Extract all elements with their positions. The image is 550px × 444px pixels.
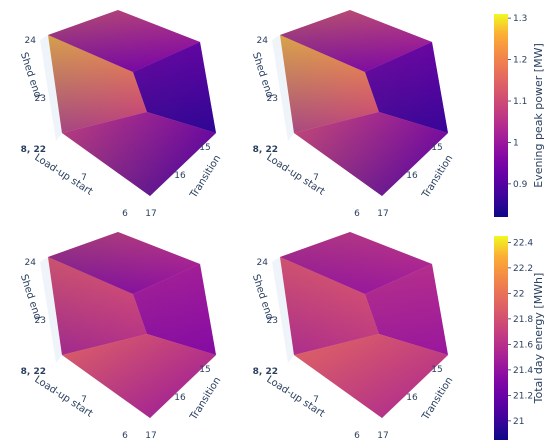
bottom-face <box>294 334 448 418</box>
colorbar-tick-label: 21.4 <box>513 366 533 376</box>
y-tick: 16 <box>174 171 186 181</box>
colorbar-tick-label: 21.8 <box>513 315 533 325</box>
z-tick: 24 <box>25 36 37 46</box>
colorbar-title: Total day energy [MWh] <box>532 273 545 405</box>
axis-label-transition: Transition <box>420 153 455 201</box>
corner-tick: 8, 22 <box>253 367 278 377</box>
colorbar-1: 0.9 1 1.1 1.2 1.3 Evening peak power [MW] <box>494 14 545 217</box>
top-face <box>280 232 432 294</box>
x-tick: 7 <box>81 395 87 405</box>
axis-label-transition: Transition <box>188 375 223 423</box>
y-tick: 17 <box>145 431 156 441</box>
right-face <box>133 42 216 133</box>
colorbar-tick-label: 0.9 <box>513 180 528 190</box>
axis-label-shed-end: Shed end <box>18 51 43 99</box>
colorbar-tick-label: 21.2 <box>513 391 533 401</box>
y-tick: 15 <box>199 143 210 153</box>
colorbar-tick-label: 1.3 <box>513 14 527 24</box>
axis-label-shed-end: Shed end <box>18 273 43 321</box>
backdrop-pane <box>272 257 294 363</box>
right-face <box>365 42 448 133</box>
y-tick: 16 <box>406 393 418 403</box>
left-face <box>48 35 147 133</box>
y-tick: 15 <box>199 365 210 375</box>
bottom-face <box>62 112 216 196</box>
z-tick: 23 <box>267 94 278 104</box>
axis-label-shed-end: Shed end <box>250 51 275 99</box>
left-face <box>280 35 379 133</box>
colorbar-tick-label: 1 <box>513 138 519 148</box>
colorbar-tick-label: 21.6 <box>513 340 533 350</box>
colorbar-gradient <box>494 236 508 440</box>
corner-tick: 8, 22 <box>253 145 278 155</box>
colorbar-tick-label: 21 <box>513 417 524 427</box>
axis-label-shed-end: Shed end <box>250 273 275 321</box>
left-face <box>48 257 147 355</box>
right-face <box>365 264 448 355</box>
colorbar-tick-label: 22.2 <box>513 264 533 274</box>
left-face <box>280 257 379 355</box>
z-tick: 23 <box>35 316 46 326</box>
backdrop-pane <box>40 257 62 363</box>
colorbar-gradient <box>494 14 508 217</box>
bottom-face <box>62 334 216 418</box>
right-face <box>133 264 216 355</box>
z-tick: 24 <box>257 36 269 46</box>
y-tick: 15 <box>431 365 442 375</box>
x-tick: 7 <box>313 173 319 183</box>
x-tick: 6 <box>354 431 360 441</box>
axis-label-transition: Transition <box>188 153 223 201</box>
axis-label-transition: Transition <box>420 375 455 423</box>
y-tick: 17 <box>377 209 388 219</box>
top-face <box>48 232 200 294</box>
top-face <box>280 10 432 72</box>
x-tick: 7 <box>81 173 87 183</box>
top-face <box>48 10 200 72</box>
y-tick: 16 <box>406 171 418 181</box>
backdrop-pane <box>40 35 62 141</box>
corner-tick: 8, 22 <box>21 367 46 377</box>
z-tick: 23 <box>267 316 278 326</box>
y-tick: 15 <box>431 143 442 153</box>
colorbar-tick-label: 1.1 <box>513 97 527 107</box>
z-tick: 24 <box>25 258 37 268</box>
colorbar-tick-label: 1.2 <box>513 56 527 66</box>
x-tick: 7 <box>313 395 319 405</box>
colorbar-2: 21 21.2 21.4 21.6 21.8 22 22.2 22.4 Total day en… <box>494 236 545 440</box>
colorbar-tick-label: 22.4 <box>513 238 533 248</box>
backdrop-pane <box>272 35 294 141</box>
y-tick: 17 <box>377 431 388 441</box>
z-tick: 24 <box>257 258 269 268</box>
colorbar-title: Evening peak power [MW] <box>532 43 545 188</box>
x-tick: 6 <box>354 209 360 219</box>
z-tick: 23 <box>35 94 46 104</box>
colorbar-tick-label: 22 <box>513 289 524 299</box>
y-tick: 17 <box>145 209 156 219</box>
bottom-face <box>294 112 448 196</box>
x-tick: 6 <box>122 209 128 219</box>
y-tick: 16 <box>174 393 186 403</box>
x-tick: 6 <box>122 431 128 441</box>
corner-tick: 8, 22 <box>21 145 46 155</box>
